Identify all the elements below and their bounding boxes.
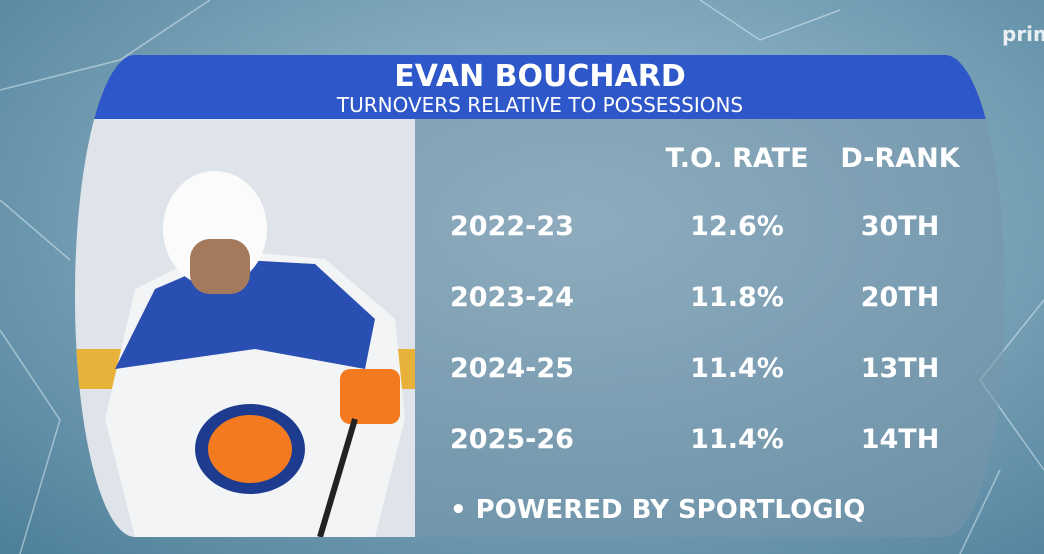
season: 2022-23 (450, 211, 574, 242)
network-logo: prime (1002, 22, 1044, 46)
title: EVAN BOUCHARD (394, 59, 686, 94)
stat-cell-text: 14TH (860, 424, 940, 455)
stat-cell-text: 11.4% (690, 353, 784, 384)
season-text: 2025-26 (450, 424, 574, 455)
stat-cell-text: 20TH (860, 282, 940, 313)
subtitle: TURNOVERS RELATIVE TO POSSESSIONS (336, 93, 744, 117)
season-text: 2023-24 (450, 282, 574, 313)
column-header-text: D-RANK (840, 143, 960, 174)
season-text: 2024-25 (450, 353, 574, 384)
header-band: EVAN BOUCHARD TURNOVERS RELATIVE TO POSS… (75, 55, 1005, 119)
stat-cell-text: 11.8% (690, 282, 784, 313)
stat-cell-text: 13TH (860, 353, 940, 384)
season: 2024-25 (450, 353, 574, 384)
season-text: 2022-23 (450, 211, 574, 242)
stat-cell-text: 30TH (860, 211, 940, 242)
footer: • POWERED BY SPORTLOGIQ (450, 495, 866, 525)
stat-cell-text: 12.6% (690, 211, 784, 242)
player-photo (75, 119, 415, 537)
season: 2025-26 (450, 424, 574, 455)
column-header-text: T.O. RATE (665, 143, 809, 174)
season: 2023-24 (450, 282, 574, 313)
footer-text: POWERED BY SPORTLOGIQ (475, 495, 866, 525)
stat-cell-text: 11.4% (690, 424, 784, 455)
stat-panel: EVAN BOUCHARD TURNOVERS RELATIVE TO POSS… (75, 55, 1005, 537)
